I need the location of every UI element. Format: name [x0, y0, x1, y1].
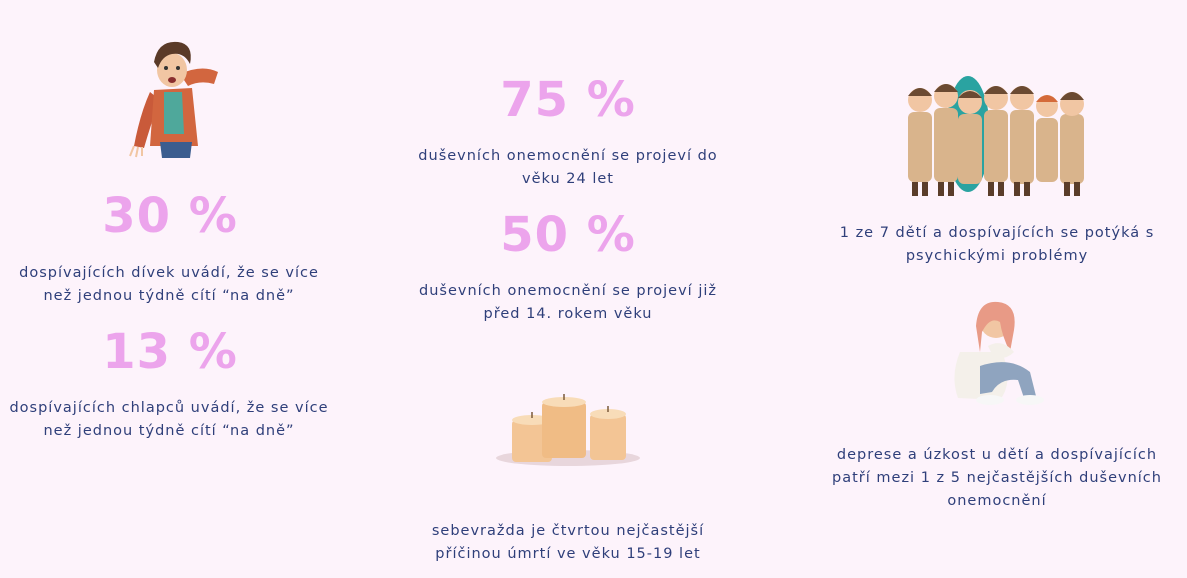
candles-illustration	[496, 394, 640, 466]
fact-suicide-text: sebevražda je čtvrtou nejčastější příčin…	[431, 523, 705, 562]
stat-boys-text: dospívajících chlapců uvádí, že se více …	[9, 400, 329, 439]
sad-girl-illustration	[954, 301, 1044, 405]
stat-girls-text: dospívajících dívek uvádí, že se více ne…	[19, 265, 319, 304]
stat-age24-text: duševních onemocnění se projeví do věku …	[418, 148, 718, 187]
kids-group-illustration	[908, 76, 1084, 196]
stat-boys-value: 13 %	[102, 324, 238, 380]
stat-age14-value: 50 %	[500, 207, 636, 263]
fact-depression-text: deprese a úzkost u dětí a dospívajících …	[832, 447, 1162, 509]
stressed-boy-illustration	[129, 41, 218, 158]
stat-girls-value: 30 %	[102, 188, 238, 244]
fact-one-in-seven-text: 1 ze 7 dětí a dospívajících se potýká s …	[839, 225, 1155, 264]
stat-age14-text: duševních onemocnění se projeví již před…	[419, 283, 717, 322]
stat-age24-value: 75 %	[500, 72, 636, 128]
